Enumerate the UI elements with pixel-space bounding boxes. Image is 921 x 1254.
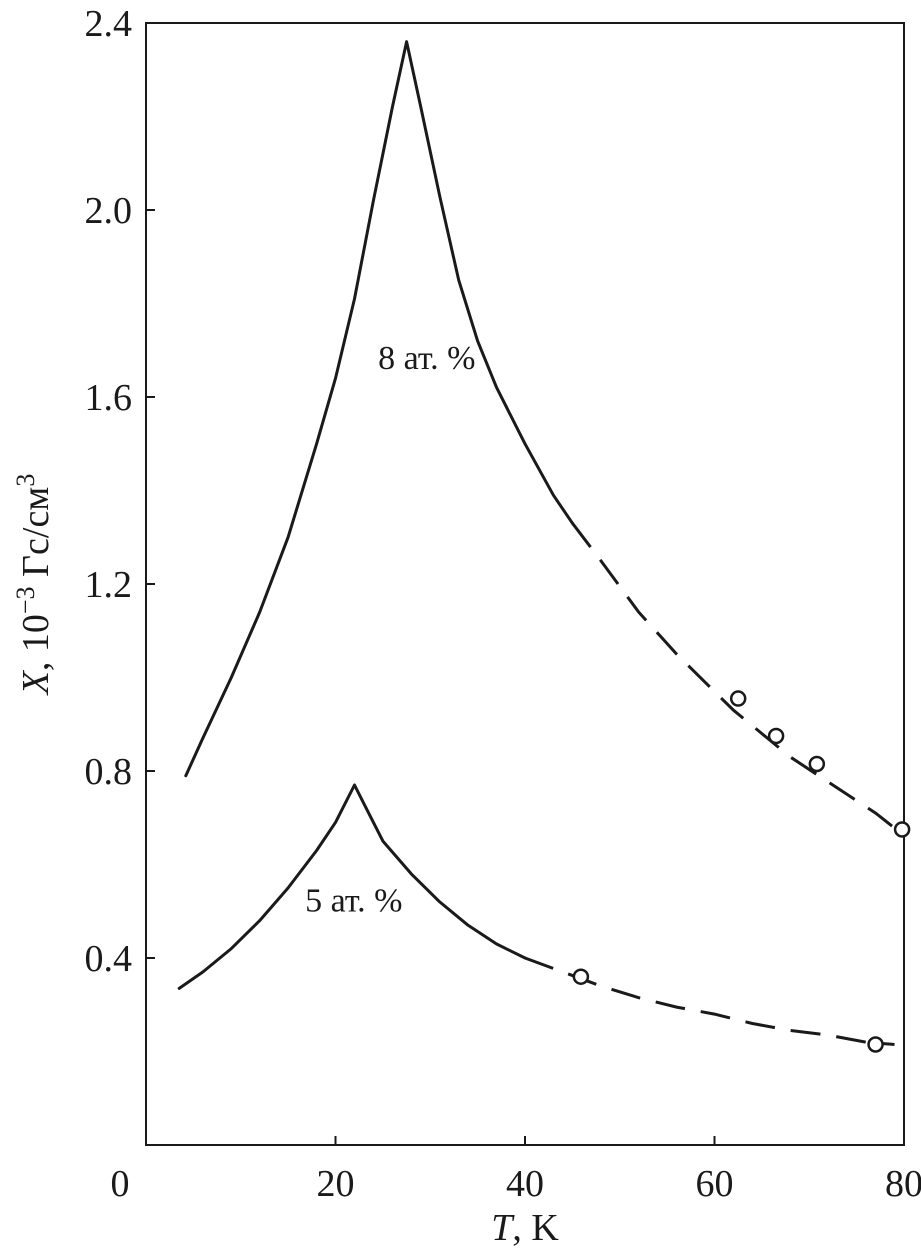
series-0-dashed-line [571,522,901,833]
series-0-label: 8 ат. % [378,340,475,377]
series-0-solid-line [184,40,574,778]
x-axis-title: T, K [491,1207,559,1249]
plot-frame [145,22,905,1146]
series-1-label: 5 ат. % [305,882,402,919]
series-0-point [808,755,826,773]
series-curves [177,40,901,1046]
x-tick-label: 80 [885,1163,921,1205]
series-0-point [729,690,747,707]
y-tick-label: 2.4 [85,3,133,45]
labels: 8 ат. % 5 ат. % [305,340,475,919]
series-1-point [572,968,590,985]
y-axis-title: X, 10−3 Гс/см3 [11,474,58,697]
series-1-solid-line [177,783,527,990]
y-tick-label: 1.6 [85,377,133,419]
series-0-point [893,821,911,838]
series-0-point [767,727,785,745]
x-tick-label: 20 [317,1163,355,1205]
y-tick-label: 0.8 [85,751,133,793]
x-tick-label: 0 [111,1163,130,1205]
axis-ticks: 0 20 40 60 80 0.4 0.8 1.2 1.6 2.0 2.4 [85,3,921,1205]
y-tick-label: 0.4 [85,938,133,980]
y-tick-label: 1.2 [85,564,133,606]
x-tick-label: 40 [506,1163,544,1205]
y-tick-label: 2.0 [85,190,133,232]
series-1-dashed-line [524,956,895,1046]
series-1-point [867,1036,884,1053]
series-markers [572,690,911,1053]
x-tick-label: 60 [696,1163,734,1205]
